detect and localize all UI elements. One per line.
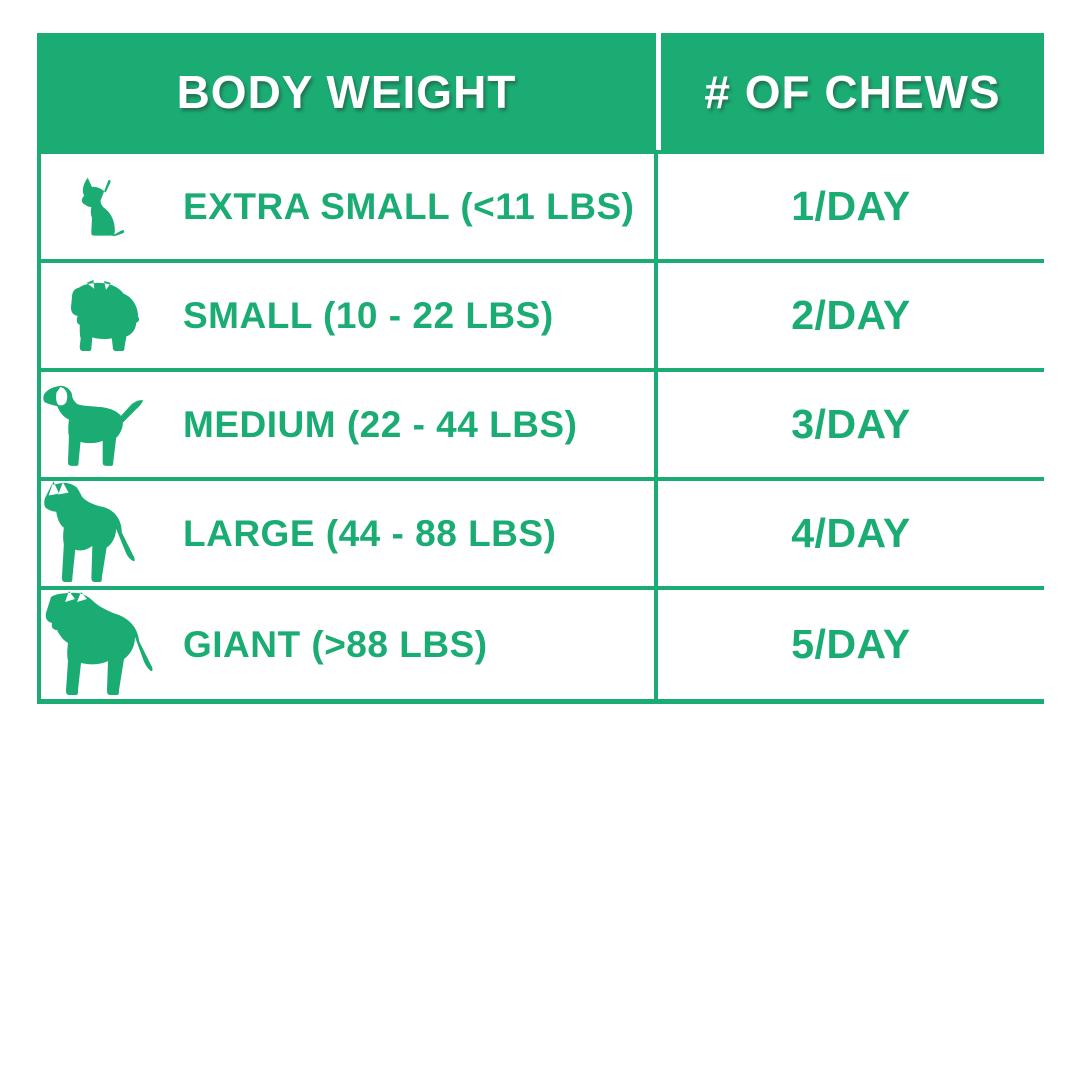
chews-value: 4/DAY	[791, 510, 911, 556]
body-weight-cell: EXTRA SMALL (<11 LBS)	[41, 154, 658, 259]
dog-icon-box	[41, 380, 183, 469]
chews-cell: 3/DAY	[658, 372, 1044, 477]
chews-value: 5/DAY	[791, 621, 911, 667]
header-cell-chews: # OF CHEWS	[661, 33, 1044, 150]
chews-cell: 1/DAY	[658, 154, 1044, 259]
chews-cell: 4/DAY	[658, 481, 1044, 586]
chihuahua-icon	[81, 177, 125, 236]
mastiff-icon	[45, 590, 153, 695]
dog-icon-box	[41, 481, 183, 586]
body-weight-cell: LARGE (44 - 88 LBS)	[41, 481, 658, 586]
body-weight-label: GIANT (>88 LBS)	[183, 623, 488, 665]
dosage-table: EXTRA SMALL (<11 LBS) 1/DAY SMALL (10 - …	[37, 150, 1044, 704]
table-row: EXTRA SMALL (<11 LBS) 1/DAY	[41, 154, 1044, 263]
body-weight-label: EXTRA SMALL (<11 LBS)	[183, 185, 635, 227]
table-row: GIANT (>88 LBS) 5/DAY	[41, 590, 1044, 699]
chews-value: 1/DAY	[791, 183, 911, 229]
table-row: SMALL (10 - 22 LBS) 2/DAY	[41, 263, 1044, 372]
dog-icon-box	[41, 177, 183, 237]
header-divider	[656, 33, 661, 150]
chews-value: 2/DAY	[791, 292, 911, 338]
body-weight-cell: GIANT (>88 LBS)	[41, 590, 658, 699]
table-row: MEDIUM (22 - 44 LBS) 3/DAY	[41, 372, 1044, 481]
dog-icon-box	[41, 279, 183, 352]
chews-cell: 2/DAY	[658, 263, 1044, 368]
body-weight-cell: SMALL (10 - 22 LBS)	[41, 263, 658, 368]
header-label-chews: # OF CHEWS	[704, 65, 1001, 118]
dog-icon-box	[41, 590, 183, 699]
chews-value: 3/DAY	[791, 401, 911, 447]
body-weight-label: MEDIUM (22 - 44 LBS)	[183, 403, 578, 445]
labrador-icon	[43, 385, 144, 466]
great-dane-icon	[44, 481, 135, 582]
body-weight-label: SMALL (10 - 22 LBS)	[183, 294, 554, 336]
chews-cell: 5/DAY	[658, 590, 1044, 699]
header-label-body-weight: BODY WEIGHT	[176, 65, 517, 118]
body-weight-cell: MEDIUM (22 - 44 LBS)	[41, 372, 658, 477]
header-cell-body-weight: BODY WEIGHT	[37, 33, 656, 150]
table-header-row: BODY WEIGHT # OF CHEWS	[37, 33, 1044, 150]
table-row: LARGE (44 - 88 LBS) 4/DAY	[41, 481, 1044, 590]
body-weight-label: LARGE (44 - 88 LBS)	[183, 512, 557, 554]
bulldog-icon	[70, 279, 140, 351]
